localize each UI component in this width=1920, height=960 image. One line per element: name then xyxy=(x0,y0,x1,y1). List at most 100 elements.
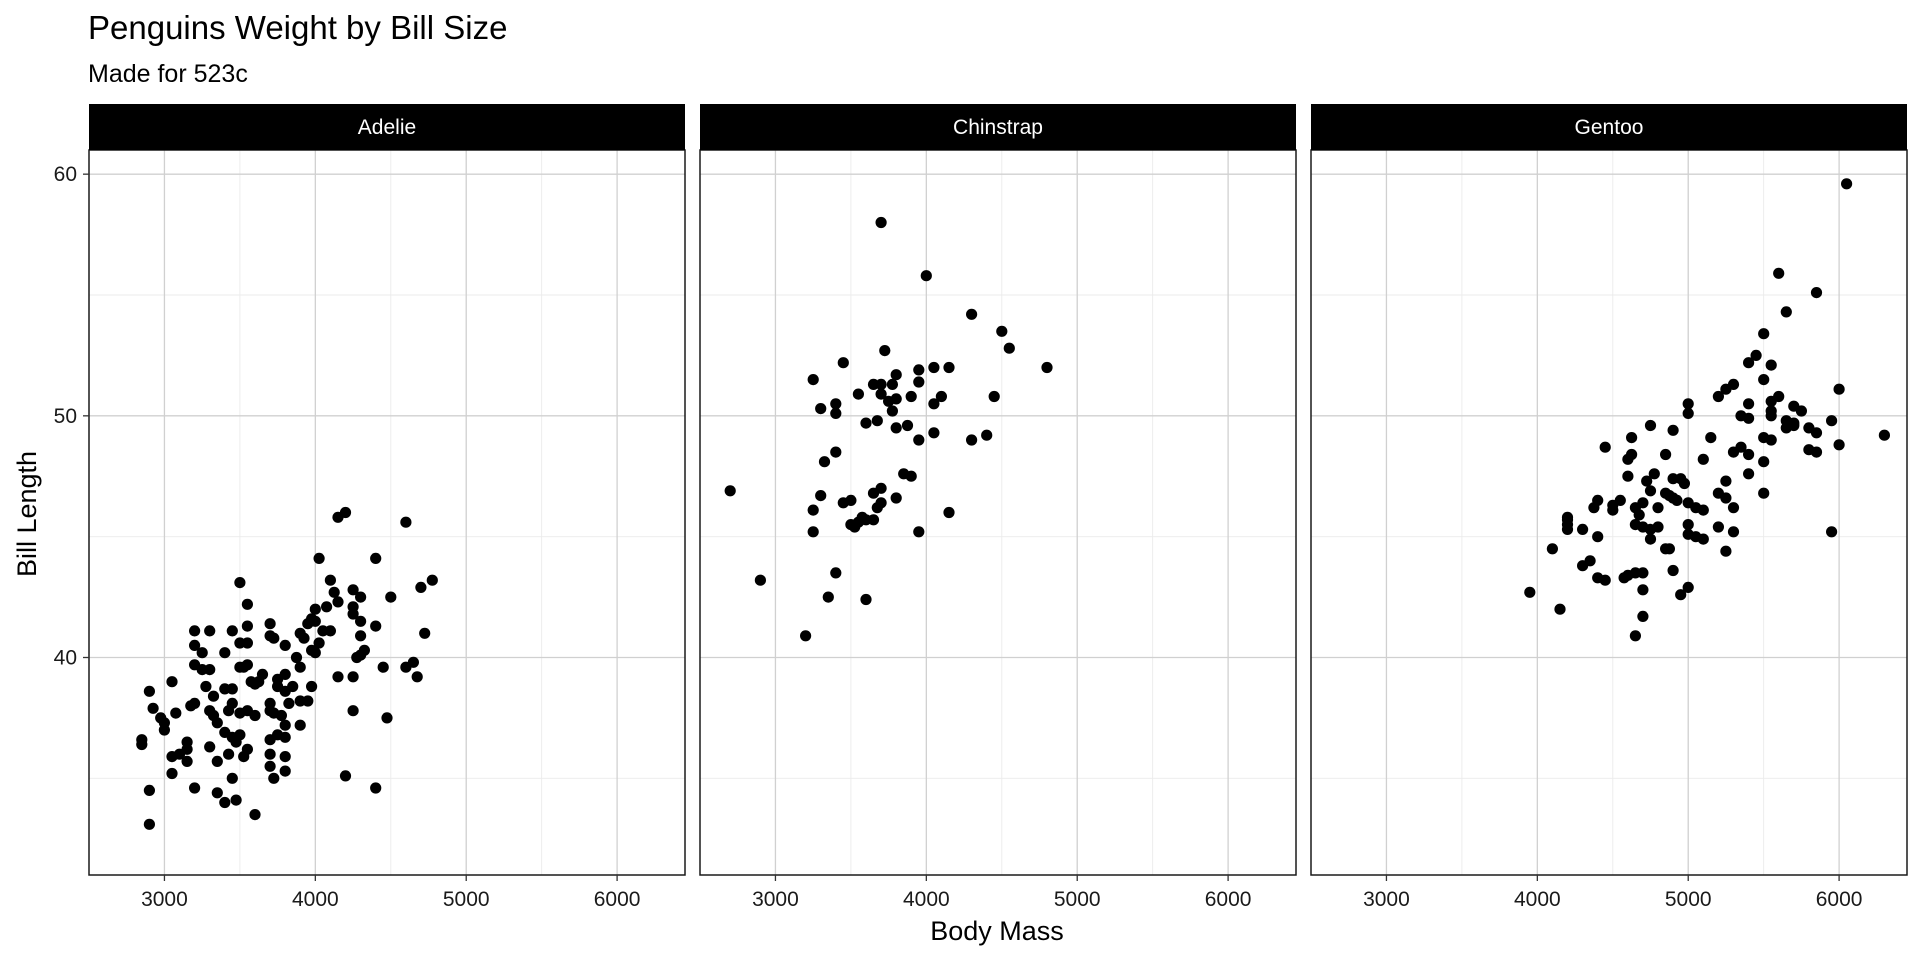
y-axis: 40 50 60 xyxy=(54,163,89,670)
facet-label: Adelie xyxy=(358,116,416,139)
data-point xyxy=(1743,468,1755,480)
facet-label: Chinstrap xyxy=(953,116,1043,139)
data-point xyxy=(143,685,155,697)
data-point xyxy=(913,434,925,446)
data-point xyxy=(1648,468,1660,480)
data-point xyxy=(204,741,216,753)
data-point xyxy=(385,591,397,603)
data-point xyxy=(234,577,246,589)
data-point xyxy=(724,485,736,497)
data-point xyxy=(306,680,318,693)
panel-gentoo: Gentoo 3000 4000 5000 6000 xyxy=(1310,104,1908,911)
data-point xyxy=(1633,509,1645,521)
data-point xyxy=(309,615,321,627)
data-point xyxy=(332,671,344,683)
data-point xyxy=(158,717,170,729)
data-point xyxy=(347,584,359,596)
data-point xyxy=(355,630,367,642)
data-point xyxy=(347,671,359,683)
data-point xyxy=(234,729,246,741)
data-point xyxy=(400,516,412,528)
data-point xyxy=(1841,178,1853,190)
data-point xyxy=(147,702,159,714)
data-point xyxy=(226,683,238,695)
data-point xyxy=(905,470,917,482)
data-point xyxy=(1577,523,1589,536)
data-point xyxy=(370,552,382,565)
data-point xyxy=(1826,526,1838,538)
data-point xyxy=(189,625,201,637)
data-point xyxy=(1758,374,1770,386)
data-point xyxy=(200,680,212,693)
data-point xyxy=(905,390,917,403)
data-point xyxy=(1682,519,1694,531)
data-point xyxy=(1660,448,1672,461)
data-point xyxy=(207,690,220,702)
data-point xyxy=(1765,410,1777,422)
data-point xyxy=(339,506,352,519)
data-point xyxy=(890,492,902,504)
y-axis-title: Bill Length xyxy=(12,451,42,577)
data-point xyxy=(807,374,819,386)
chart-title: Penguins Weight by Bill Size xyxy=(88,9,507,46)
data-point xyxy=(890,422,902,434)
data-point xyxy=(166,767,178,780)
data-point xyxy=(860,593,872,606)
data-point xyxy=(966,434,978,446)
data-point xyxy=(226,625,238,637)
data-point xyxy=(189,697,201,710)
data-point xyxy=(1667,564,1679,577)
data-point xyxy=(241,743,253,755)
data-point xyxy=(871,415,883,427)
facet-label: Gentoo xyxy=(1575,116,1644,139)
data-point xyxy=(852,388,865,400)
data-point xyxy=(1697,533,1709,545)
x-tick-label: 4000 xyxy=(1514,888,1561,911)
data-point xyxy=(355,615,367,627)
data-point xyxy=(219,647,231,659)
data-point xyxy=(279,668,291,681)
data-point xyxy=(264,760,276,772)
data-point xyxy=(1554,603,1566,615)
data-point xyxy=(230,794,242,806)
panel-background xyxy=(700,150,1296,875)
data-point xyxy=(1705,432,1717,444)
data-point xyxy=(279,731,291,743)
y-tick-label: 50 xyxy=(54,405,77,428)
data-point xyxy=(181,736,193,748)
data-point xyxy=(279,751,291,763)
data-point xyxy=(886,405,899,417)
data-point xyxy=(1765,434,1777,446)
data-point xyxy=(1641,475,1653,487)
data-point xyxy=(226,697,238,710)
data-point xyxy=(818,456,831,468)
data-point xyxy=(1637,584,1649,596)
data-point xyxy=(1758,328,1770,340)
data-point xyxy=(196,647,208,659)
data-point xyxy=(166,676,178,688)
data-point xyxy=(324,574,336,586)
x-tick-label: 6000 xyxy=(594,888,641,911)
data-point xyxy=(1773,390,1785,403)
data-point xyxy=(1697,453,1709,465)
data-point xyxy=(830,407,842,419)
data-point xyxy=(1599,441,1611,453)
x-tick-label: 3000 xyxy=(1363,888,1410,911)
data-point xyxy=(1682,398,1694,410)
data-point xyxy=(1614,494,1626,506)
data-point xyxy=(890,369,902,381)
data-point xyxy=(875,388,887,400)
data-point xyxy=(249,809,261,821)
data-point xyxy=(268,772,280,784)
data-point xyxy=(355,591,367,603)
data-point xyxy=(407,656,419,668)
data-point xyxy=(1750,349,1762,361)
data-point xyxy=(279,765,291,777)
facet-strip xyxy=(700,104,1296,150)
data-point xyxy=(886,378,899,390)
data-point xyxy=(321,601,333,613)
data-point xyxy=(219,796,231,809)
data-point xyxy=(928,398,940,410)
x-axis-title: Body Mass xyxy=(930,916,1064,946)
